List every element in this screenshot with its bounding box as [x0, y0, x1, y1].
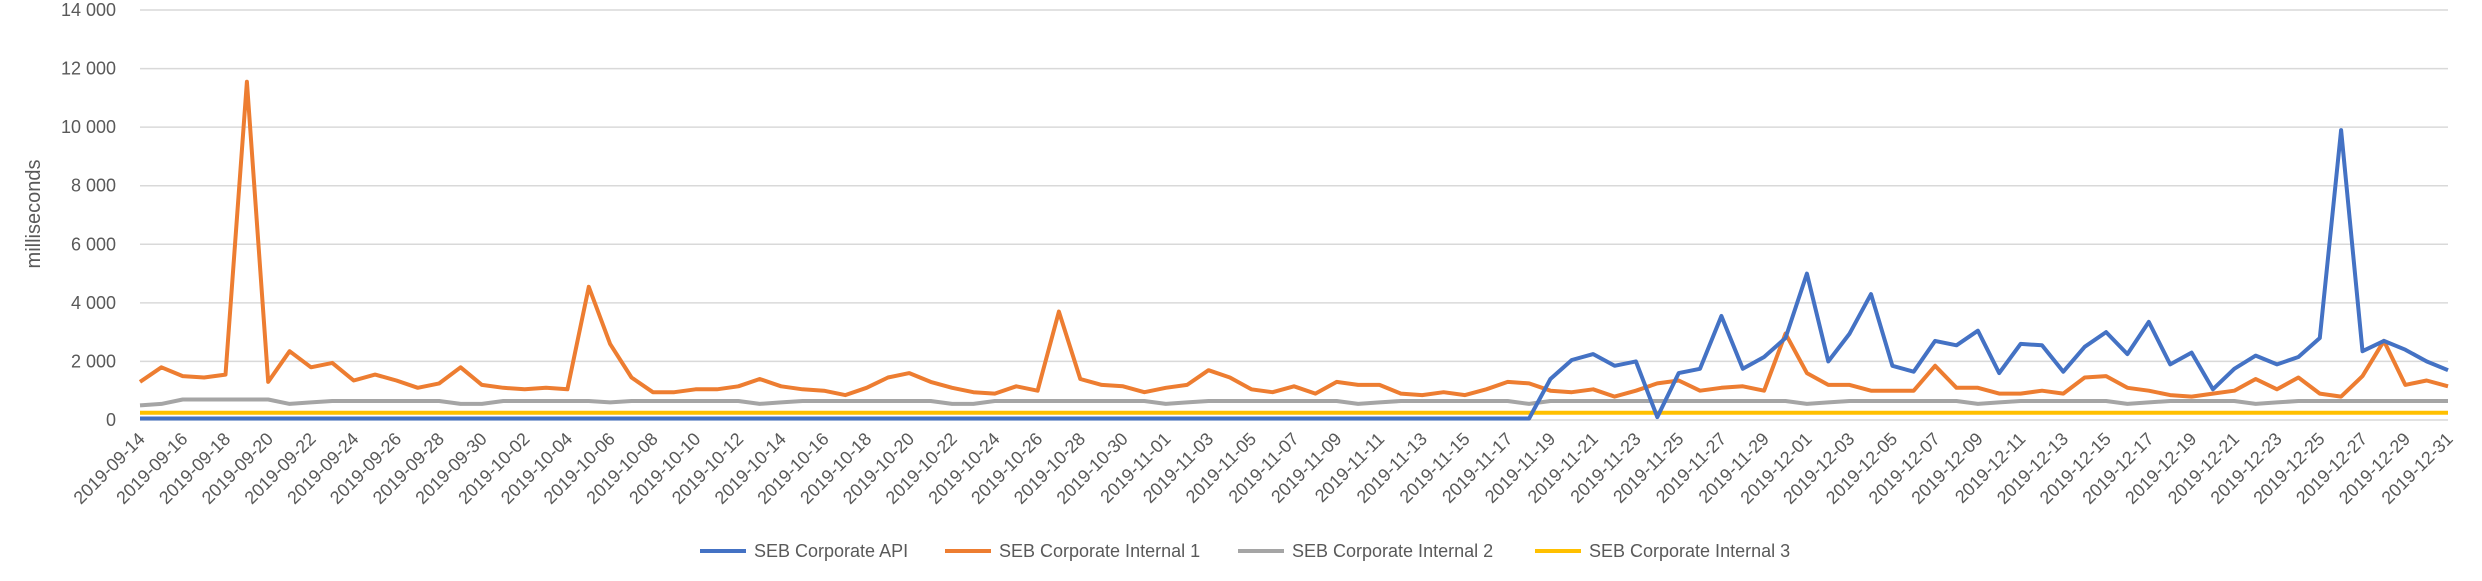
y-tick-label: 12 000 [61, 59, 116, 79]
legend-label: SEB Corporate Internal 2 [1292, 541, 1493, 561]
y-axis-label: milliseconds [23, 160, 45, 269]
y-axis-ticks: 0 2 000 4 000 6 000 8 000 10 000 12 000 14 000 [61, 0, 116, 430]
legend-label: SEB Corporate Internal 1 [999, 541, 1200, 561]
legend-label: SEB Corporate Internal 3 [1589, 541, 1790, 561]
legend-label: SEB Corporate API [754, 541, 908, 561]
y-tick-label: 4 000 [71, 293, 116, 313]
gridlines [140, 9, 2448, 421]
series-line-seb-corporate-internal-1 [138, 79, 2449, 399]
y-tick-label: 10 000 [61, 117, 116, 137]
series-lines [138, 79, 2449, 421]
y-tick-label: 2 000 [71, 351, 116, 371]
y-tick-label: 14 000 [61, 0, 116, 20]
y-tick-label: 6 000 [71, 234, 116, 254]
legend: SEB Corporate API SEB Corporate Internal … [700, 541, 1790, 561]
series-line-seb-corporate-internal-2 [139, 397, 2448, 408]
series-line-seb-corporate-api [140, 128, 2449, 421]
x-axis-ticks: 2019-09-142019-09-162019-09-182019-09-20… [70, 429, 2457, 508]
y-tick-label: 8 000 [71, 176, 116, 196]
y-tick-label: 0 [106, 410, 116, 430]
